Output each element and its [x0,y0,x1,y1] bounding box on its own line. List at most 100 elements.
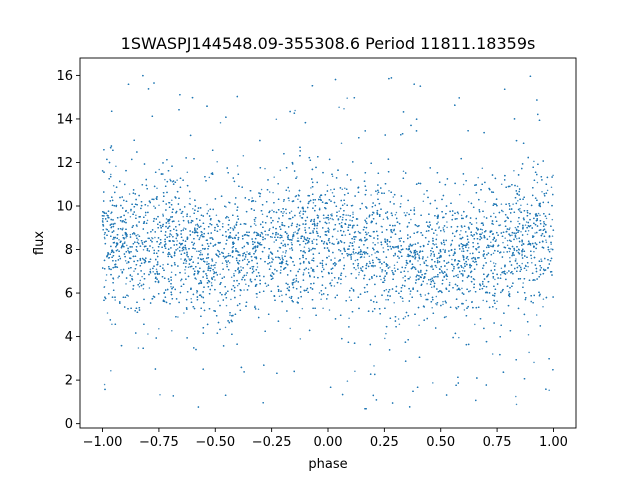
data-point [430,286,433,289]
data-point [353,241,356,243]
data-point [551,235,554,237]
data-point [503,251,505,253]
data-point [291,237,294,239]
data-point [396,261,399,264]
data-point [181,249,183,252]
data-point [502,210,504,213]
data-point [525,269,528,271]
data-point [409,293,411,295]
data-point [432,280,435,283]
data-point [359,248,362,251]
data-point [348,296,351,298]
data-point [137,234,139,236]
data-point [170,271,173,274]
data-point [405,264,407,267]
data-point [230,236,232,238]
data-point [137,239,139,241]
data-point [162,263,164,266]
data-point [515,403,518,406]
data-point [463,309,466,311]
data-point [509,227,511,229]
data-point [381,270,383,273]
data-point [187,266,190,268]
data-point [176,240,178,242]
data-point [460,214,463,217]
data-point [299,338,302,340]
data-point [301,307,304,310]
data-point [271,257,273,259]
data-point [212,264,215,267]
data-point [192,207,194,210]
data-point [333,285,336,287]
data-point [520,204,522,206]
data-point [432,382,434,384]
data-point [242,154,245,157]
data-point [385,332,387,335]
data-point [261,213,264,216]
data-point [389,266,391,268]
data-point [128,193,131,195]
data-point [515,258,517,260]
data-point [488,235,491,238]
data-point [121,234,124,236]
data-point [417,260,419,262]
data-point [331,175,334,177]
data-point [334,257,336,259]
data-point [440,270,443,272]
data-point [402,300,404,303]
data-point [304,226,306,229]
data-point [492,277,495,279]
data-point [141,275,143,278]
data-point [111,323,113,325]
data-point [116,249,119,251]
data-point [170,286,172,288]
data-point [435,266,438,269]
data-point [406,255,409,257]
data-point [240,266,242,268]
data-point [200,249,202,252]
data-point [253,222,256,225]
data-point [368,255,371,258]
data-point [328,255,330,257]
data-point [508,250,511,253]
data-point [534,232,536,234]
data-point [412,243,414,246]
data-point [115,165,117,167]
data-point [129,280,131,283]
data-point [219,273,221,276]
data-point [320,298,322,301]
data-point [460,229,462,232]
data-point [151,236,153,239]
data-point [256,296,258,299]
data-point [334,228,336,230]
data-point [246,258,249,261]
data-point [552,174,554,177]
data-point [550,243,552,245]
data-point [138,286,141,288]
data-point [338,210,340,212]
data-point [226,263,228,266]
data-point [330,214,332,216]
data-point [115,260,117,262]
data-point [494,278,496,281]
data-point [404,316,407,318]
data-point [260,188,263,191]
data-point [136,225,138,228]
data-point [398,323,401,326]
data-point [458,193,461,196]
data-point [352,213,354,215]
data-point [148,287,151,289]
data-point [469,289,472,292]
data-point [273,176,275,178]
data-point [269,228,271,230]
data-point [223,257,226,260]
data-point [337,278,340,280]
data-point [313,270,315,273]
data-point [149,268,152,271]
data-point [457,273,459,276]
data-point [427,265,429,267]
data-point [397,318,400,320]
data-point [199,251,202,254]
data-point [536,181,539,184]
data-point [475,222,478,224]
